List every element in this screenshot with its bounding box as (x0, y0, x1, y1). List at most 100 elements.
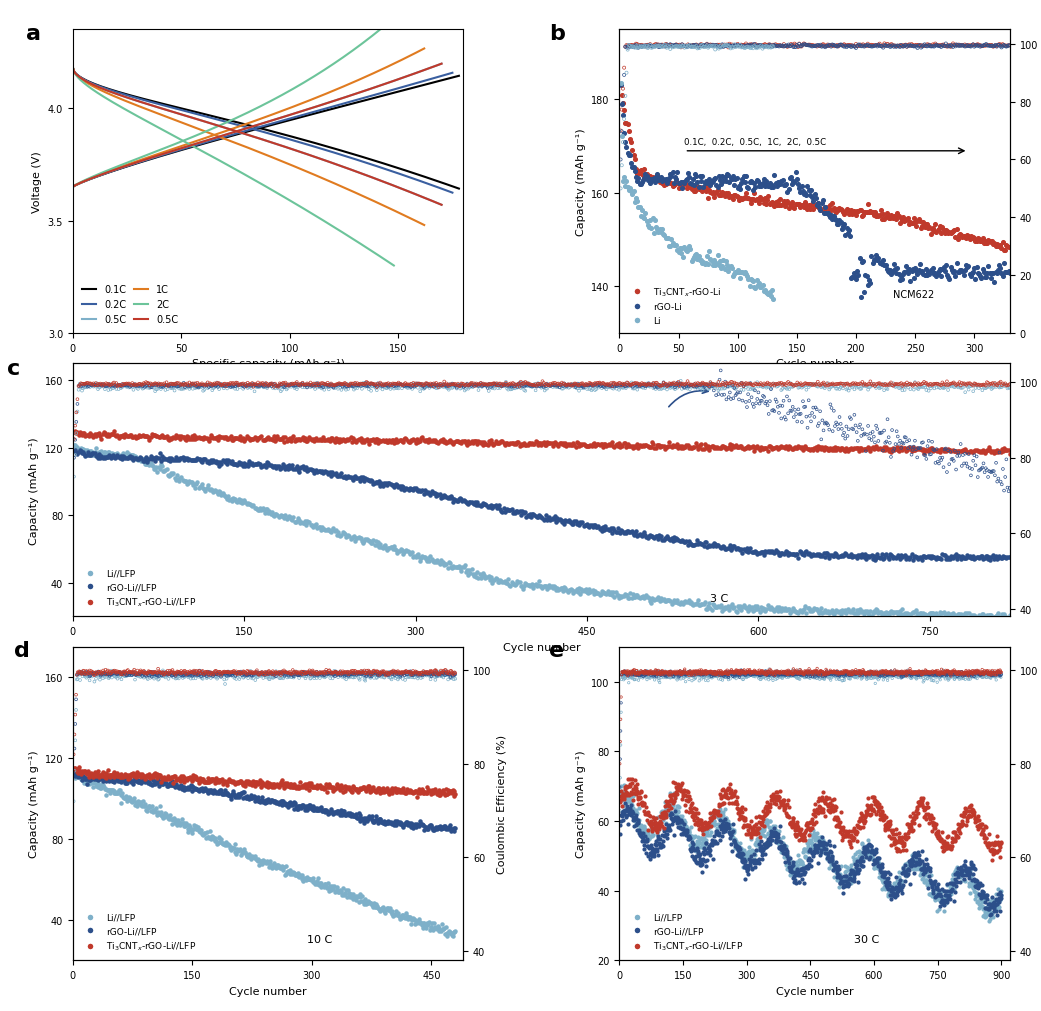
Point (277, 666, 294, 682)
Point (714, 804, 731, 820)
Point (255, 380, 272, 396)
Point (251, 665, 268, 681)
Point (126, 768, 143, 785)
Point (759, 813, 776, 829)
Point (720, 38, 737, 55)
Point (342, 430, 359, 446)
Point (968, 664, 985, 680)
Point (830, 667, 846, 683)
Point (740, 38, 757, 55)
Point (812, 39, 829, 56)
Point (336, 434, 353, 450)
Point (204, 378, 221, 394)
Point (734, 441, 751, 457)
Point (215, 378, 232, 394)
Point (896, 214, 913, 231)
Point (560, 377, 577, 393)
Point (815, 443, 832, 459)
Point (351, 473, 367, 489)
Point (661, 669, 678, 685)
Point (740, 858, 757, 875)
Point (732, 667, 748, 683)
Point (618, 789, 635, 805)
Point (853, 844, 869, 860)
Point (828, 205, 844, 221)
Point (890, 665, 907, 681)
Point (76, 377, 93, 393)
Point (648, 375, 664, 391)
Point (278, 377, 295, 393)
Point (631, 437, 648, 453)
Point (413, 782, 430, 798)
Point (754, 663, 770, 679)
Point (212, 667, 229, 683)
Point (745, 852, 762, 868)
Point (352, 665, 369, 681)
Point (990, 606, 1007, 622)
Point (895, 664, 912, 680)
Point (779, 847, 795, 863)
Point (881, 38, 897, 55)
Point (658, 593, 675, 610)
Point (990, 551, 1007, 567)
Point (912, 797, 929, 813)
Point (878, 38, 894, 55)
Point (360, 382, 377, 398)
Point (222, 667, 238, 683)
Point (938, 664, 955, 680)
Point (900, 665, 917, 681)
Point (654, 664, 670, 680)
Point (804, 844, 820, 860)
Point (387, 376, 404, 392)
Point (940, 838, 957, 854)
Point (652, 666, 668, 682)
Point (824, 668, 841, 684)
Point (356, 376, 373, 392)
Point (990, 835, 1007, 851)
Point (337, 882, 354, 898)
Point (354, 813, 371, 829)
Point (623, 795, 639, 811)
Point (976, 666, 993, 682)
Point (936, 380, 953, 396)
Point (728, 38, 744, 55)
Point (613, 88, 630, 104)
Point (997, 376, 1014, 392)
Point (330, 666, 347, 682)
Point (417, 665, 434, 681)
Point (846, 669, 863, 685)
Point (639, 37, 656, 54)
Point (701, 665, 717, 681)
Point (418, 376, 435, 392)
Point (788, 828, 805, 844)
Point (697, 667, 714, 683)
Point (868, 798, 885, 814)
Point (770, 666, 787, 682)
Point (707, 537, 723, 553)
Point (665, 530, 682, 546)
Point (595, 437, 612, 453)
Point (775, 841, 791, 857)
Point (207, 483, 224, 499)
Point (405, 663, 422, 679)
Point (133, 377, 150, 393)
Point (410, 912, 427, 928)
Point (332, 885, 349, 901)
Point (926, 549, 943, 565)
Point (880, 821, 896, 837)
Point (993, 835, 1010, 851)
Point (866, 378, 883, 394)
Point (729, 667, 745, 683)
Point (567, 379, 584, 395)
Point (893, 665, 910, 681)
Point (892, 269, 909, 285)
Point (856, 665, 872, 681)
Point (909, 666, 925, 682)
Point (805, 665, 821, 681)
Point (362, 383, 379, 399)
Point (983, 465, 999, 481)
Point (716, 665, 733, 681)
Point (641, 670, 658, 686)
Point (765, 402, 782, 419)
Point (397, 379, 413, 395)
